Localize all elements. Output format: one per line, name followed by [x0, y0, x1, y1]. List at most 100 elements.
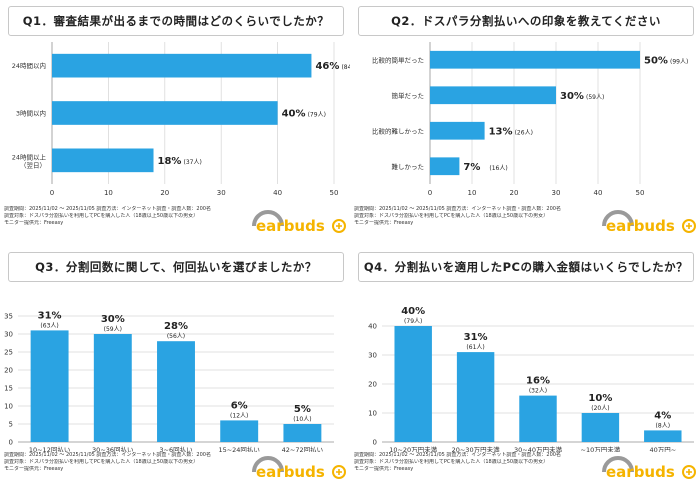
survey-footer: 調査期間：2025/11/02 〜 2025/11/05 調査方法：インターネッ…	[4, 206, 254, 228]
category-label: 10~20万円未満	[389, 445, 437, 452]
x-tick-label: 30	[552, 189, 561, 197]
category-label: 10~12回払い	[29, 445, 71, 452]
earbuds-logo: earbuds	[602, 210, 696, 235]
category-label: 24時間以上	[12, 152, 47, 161]
bar	[283, 424, 322, 442]
y-tick-label: 20	[4, 367, 13, 375]
value-label: 31%	[38, 310, 62, 321]
headphones-icon	[602, 210, 634, 227]
bar	[430, 86, 556, 105]
value-label: 6%	[231, 400, 248, 411]
bar	[52, 53, 312, 78]
count-label: (63人)	[40, 322, 58, 329]
count-label: (16人)	[489, 165, 507, 172]
category-label: 30~36回払い	[92, 445, 134, 452]
y-tick-label: 40	[368, 323, 377, 331]
value-label: 13%	[489, 126, 513, 137]
bar	[30, 330, 69, 442]
x-tick-label: 50	[636, 189, 645, 197]
category-label: （翌日）	[20, 161, 46, 169]
count-label: (99人)	[670, 58, 688, 65]
count-label: (8人)	[656, 422, 671, 429]
category-label: 難しかった	[392, 162, 425, 171]
logo-text: earbuds	[606, 463, 675, 481]
category-label: 3時間以内	[16, 109, 46, 118]
bar-chart-q3: 0 5 10 15 20 25 30 35 31%(63人) 10~12回払い 30%(59人) 30…	[4, 310, 334, 452]
bar	[220, 420, 259, 442]
bar	[430, 121, 485, 140]
y-tick-label: 0	[373, 439, 377, 447]
category-label: 3~6回払い	[159, 445, 192, 452]
y-tick-label: 0	[9, 439, 13, 447]
count-label: (37人)	[184, 159, 202, 166]
footer-line-provider: モニター提供元：Freeasy	[354, 466, 414, 473]
category-label: 15~24回払い	[218, 445, 260, 452]
value-label: 28%	[164, 321, 188, 332]
value-label: 40%	[282, 109, 306, 120]
headphones-icon	[252, 210, 284, 227]
bar	[394, 326, 432, 442]
footer-line-period: 調査期間：2025/11/02 〜 2025/11/05 調査方法：インターネッ…	[354, 206, 561, 212]
category-label: 42~72回払い	[282, 445, 324, 452]
category-label: 比較的難しかった	[372, 126, 424, 135]
count-label: (79人)	[404, 318, 422, 325]
y-tick-label: 5	[9, 421, 13, 429]
chart-panel-q4: Q4．分割払いを適用したPCの購入金額はいくらでしたか？ 0 10 20 30 40 40…	[350, 246, 700, 492]
y-tick-label: 30	[368, 352, 377, 360]
footer-line-target: 調査対象：ドスパラ分割払いを利用してPCを購入した人（18歳以上50歳以下の男女…	[4, 459, 199, 466]
footer-line-provider: モニター提供元：Freeasy	[4, 220, 64, 227]
category-label: 比較的簡単だった	[372, 55, 424, 64]
chart-title: Q2．ドスパラ分割払いへの印象を教えてください	[358, 6, 694, 36]
headphones-icon	[252, 456, 284, 473]
bar-chart-q1: 0 10 20 30 40 50 24時間以内 46%(84人) 3時間以内 40%(79人) 24…	[12, 42, 350, 197]
x-tick-label: 20	[160, 189, 169, 197]
y-tick-label: 25	[4, 349, 13, 357]
x-tick-label: 20	[510, 189, 519, 197]
footer-line-target: 調査対象：ドスパラ分割払いを利用してPCを購入した人（18歳以上50歳以下の男女…	[354, 213, 549, 220]
bar	[456, 352, 495, 442]
count-label: (56人)	[167, 333, 185, 340]
count-label: (32人)	[529, 388, 547, 395]
category-label: 簡単だった	[392, 91, 425, 100]
count-label: (20人)	[591, 405, 609, 412]
bar	[93, 334, 132, 442]
count-label: (61人)	[466, 344, 484, 351]
footer-line-period: 調査期間：2025/11/02 〜 2025/11/05 調査方法：インターネッ…	[354, 452, 561, 458]
category-label: 24時間以内	[12, 61, 46, 70]
chart-panel-q1: Q1．審査結果が出るまでの時間はどのくらいでしたか？ 0 10 20 30 40 50 24…	[0, 0, 350, 246]
bar-chart-q4: 0 10 20 30 40 40%(79人) 10~20万円未満 31%(61人) 20~30万…	[368, 306, 694, 452]
value-label: 40%	[401, 306, 425, 317]
value-label: 30%	[560, 91, 584, 102]
footer-line-provider: モニター提供元：Freeasy	[4, 466, 64, 473]
value-label: 7%	[463, 162, 480, 173]
earbuds-logo: earbuds	[252, 210, 346, 235]
chart-title: Q1．審査結果が出るまでの時間はどのくらいでしたか？	[8, 6, 344, 36]
x-tick-label: 10	[104, 189, 113, 197]
y-tick-label: 10	[4, 403, 13, 411]
count-label: (79人)	[308, 112, 326, 119]
survey-footer: 調査期間：2025/11/02 〜 2025/11/05 調査方法：インターネッ…	[4, 452, 254, 474]
category-label: 20~30万円未満	[452, 445, 500, 452]
chart-panel-q3: Q3．分割回数に関して、何回払いを選びましたか？ 0 5 10 15 20 25 30 35 3…	[0, 246, 350, 492]
bar	[519, 395, 557, 442]
earbuds-logo: earbuds	[602, 456, 696, 481]
bar	[430, 157, 460, 176]
footer-line-target: 調査対象：ドスパラ分割払いを利用してPCを購入した人（18歳以上50歳以下の男女…	[4, 213, 199, 220]
category-label: 40万円~	[649, 446, 676, 452]
footer-line-period: 調査期間：2025/11/02 〜 2025/11/05 調査方法：インターネッ…	[4, 206, 211, 212]
chart-panel-q2: Q2．ドスパラ分割払いへの印象を教えてください 0 10 20 30 40 50 比較的簡単…	[350, 0, 700, 246]
logo-text: earbuds	[256, 463, 325, 481]
chart-title: Q4．分割払いを適用したPCの購入金額はいくらでしたか？	[358, 252, 694, 282]
value-label: 10%	[588, 393, 612, 404]
headphones-icon	[602, 456, 634, 473]
bar	[430, 50, 640, 69]
y-tick-label: 15	[4, 385, 13, 393]
y-tick-label: 20	[368, 381, 377, 389]
category-label: 30~40万円未満	[514, 445, 562, 452]
footer-line-target: 調査対象：ドスパラ分割払いを利用してPCを購入した人（18歳以上50歳以下の男女…	[354, 459, 549, 466]
bar	[52, 101, 278, 125]
logo-text: earbuds	[256, 217, 325, 235]
count-label: (10人)	[293, 416, 311, 423]
bar	[52, 148, 154, 173]
survey-footer: 調査期間：2025/11/02 〜 2025/11/05 調査方法：インターネッ…	[354, 206, 604, 228]
